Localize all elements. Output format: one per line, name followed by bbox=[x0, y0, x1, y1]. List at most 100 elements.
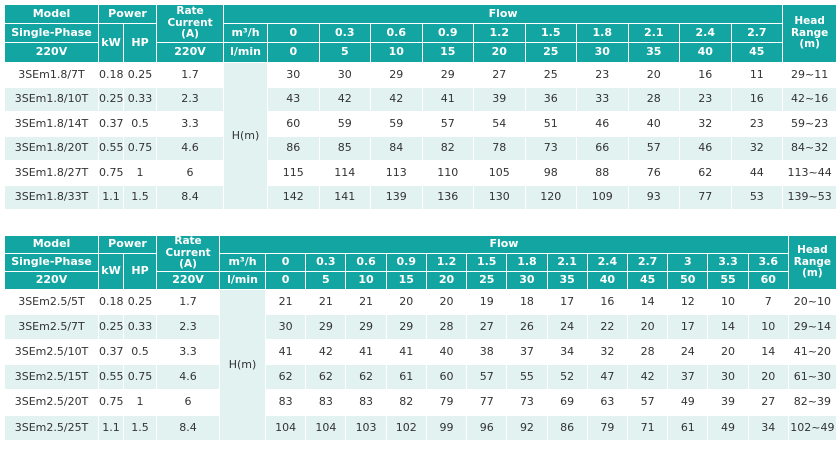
head-range-header-line: (m) bbox=[799, 38, 820, 51]
flow-unit-lmin: l/min bbox=[219, 270, 267, 290]
head-value-cell: 23 bbox=[730, 111, 784, 137]
head-value-cell: 82 bbox=[385, 389, 427, 416]
head-value-cell: 33 bbox=[576, 86, 629, 112]
head-value-cell: 78 bbox=[473, 135, 526, 161]
head-range-cell: 139~53 bbox=[782, 184, 838, 210]
rate-current-header: Rate Current (A) bbox=[156, 235, 221, 272]
head-value-cell: 113 bbox=[370, 160, 423, 186]
head-value-cell: 51 bbox=[524, 111, 578, 137]
head-value-cell: 29 bbox=[421, 62, 475, 88]
kw-cell: 0.18 bbox=[98, 62, 124, 88]
header-row-2: Single-Phase kW HP m³/h 0 0.3 0.6 0.9 1.2 1.5 1.8 2… bbox=[4, 23, 837, 63]
flow-lmin-value: 35 bbox=[546, 270, 588, 290]
head-range-cell: 29~14 bbox=[787, 313, 837, 341]
head-value-cell: 29 bbox=[385, 313, 427, 341]
head-value-cell: 28 bbox=[627, 86, 681, 112]
head-value-cell: 23 bbox=[576, 62, 629, 88]
head-value-cell: 21 bbox=[265, 288, 307, 315]
hp-cell: 0.25 bbox=[122, 288, 158, 315]
header-row-2: Single-Phase kW HP m³/h 0 0.3 0.6 0.9 1.2 1.5 1.8 2… bbox=[4, 253, 837, 290]
head-value-cell: 16 bbox=[730, 86, 784, 112]
model-cell: 3SEm2.5/20T bbox=[4, 389, 99, 416]
head-value-cell: 83 bbox=[305, 389, 347, 416]
head-value-cell: 41 bbox=[421, 86, 475, 112]
spec-table-3sem25: Model Power Rate Current (A) Flow Head Range (m)… bbox=[4, 235, 837, 441]
head-value-cell: 83 bbox=[345, 389, 387, 416]
head-value-cell: 10 bbox=[747, 313, 789, 341]
flow-m3h-value: 1.8 bbox=[506, 253, 548, 272]
head-value-cell: 110 bbox=[421, 160, 475, 186]
head-value-cell: 141 bbox=[318, 184, 372, 210]
head-value-cell: 42 bbox=[370, 86, 423, 112]
head-value-cell: 142 bbox=[267, 184, 320, 210]
voltage-header: 220V bbox=[4, 270, 99, 290]
head-value-cell: 79 bbox=[425, 389, 468, 416]
flow-m3h-value: 2.4 bbox=[586, 253, 628, 272]
head-value-cell: 69 bbox=[546, 389, 588, 416]
flow-lmin-value: 5 bbox=[305, 270, 347, 290]
kw-cell: 0.75 bbox=[98, 160, 124, 186]
current-voltage-header: 220V bbox=[156, 42, 225, 63]
model-cell: 3SEm2.5/15T bbox=[4, 364, 99, 391]
head-value-cell: 82 bbox=[421, 135, 475, 161]
flow-m3h-value: 2.1 bbox=[546, 253, 588, 272]
flow-lmin-value: 40 bbox=[679, 42, 732, 63]
current-cell: 8.4 bbox=[156, 184, 225, 210]
model-cell: 3SEm1.8/27T bbox=[4, 160, 99, 186]
flow-lmin-value: 20 bbox=[473, 42, 526, 63]
flow-lmin-value: 45 bbox=[626, 270, 669, 290]
head-value-cell: 37 bbox=[667, 364, 709, 391]
head-value-cell: 102 bbox=[385, 414, 427, 441]
head-range-cell: 113~44 bbox=[782, 160, 838, 186]
head-value-cell: 105 bbox=[473, 160, 526, 186]
head-value-cell: 7 bbox=[747, 288, 789, 315]
current-cell: 8.4 bbox=[156, 414, 221, 441]
head-value-cell: 29 bbox=[370, 62, 423, 88]
head-value-cell: 16 bbox=[679, 62, 732, 88]
flow-lmin-value: 10 bbox=[345, 270, 387, 290]
hp-header: HP bbox=[122, 23, 158, 63]
table-row: 3SEm2.5/25T 1.1 1.5 8.4 104 104 103 102 99 96 92 86… bbox=[4, 414, 837, 441]
head-value-cell: 39 bbox=[707, 389, 749, 416]
head-range-cell: 102~49 bbox=[787, 414, 837, 441]
flow-lmin-value: 60 bbox=[747, 270, 789, 290]
head-value-cell: 32 bbox=[586, 339, 628, 366]
head-value-cell: 88 bbox=[576, 160, 629, 186]
table-row: 3SEm1.8/14T 0.37 0.5 3.3 60 59 59 57 54 51 46 40 32 2… bbox=[4, 111, 838, 137]
head-value-cell: 120 bbox=[524, 184, 578, 210]
flow-lmin-value: 0 bbox=[267, 42, 320, 63]
flow-m3h-value: 1.2 bbox=[425, 253, 468, 272]
head-value-cell: 26 bbox=[506, 313, 548, 341]
flow-lmin-value: 25 bbox=[466, 270, 508, 290]
head-value-cell: 57 bbox=[626, 389, 669, 416]
head-value-cell: 29 bbox=[345, 313, 387, 341]
table-row: 3SEm1.8/33T 1.1 1.5 8.4 142 141 139 136 130 120 10… bbox=[4, 184, 838, 210]
table-row: 3SEm1.8/20T 0.55 0.75 4.6 86 85 84 82 78 73 66 57 46… bbox=[4, 135, 838, 161]
head-range-cell: 59~23 bbox=[782, 111, 838, 137]
rate-current-header-line: Rate bbox=[174, 235, 202, 247]
hp-header: HP bbox=[122, 253, 158, 290]
head-value-cell: 10 bbox=[707, 288, 749, 315]
current-cell: 6 bbox=[156, 160, 225, 186]
head-value-cell: 41 bbox=[385, 339, 427, 366]
hp-cell: 0.75 bbox=[122, 135, 158, 161]
rate-current-header-line: Rate bbox=[176, 5, 204, 18]
kw-header: kW bbox=[98, 23, 124, 63]
table-row: 3SEm1.8/10T 0.25 0.33 2.3 43 42 42 41 39 36 33 28 23… bbox=[4, 86, 838, 112]
rate-current-header-line: Current bbox=[167, 16, 213, 29]
head-value-cell: 27 bbox=[466, 313, 508, 341]
flow-m3h-value: 3.6 bbox=[747, 253, 789, 272]
head-value-cell: 46 bbox=[576, 111, 629, 137]
single-phase-header: Single-Phase bbox=[4, 23, 99, 43]
flow-lmin-value: 15 bbox=[385, 270, 427, 290]
flow-unit-lmin: l/min bbox=[223, 42, 269, 63]
head-value-cell: 24 bbox=[667, 339, 709, 366]
head-value-cell: 44 bbox=[730, 160, 784, 186]
head-value-cell: 42 bbox=[626, 364, 669, 391]
flow-m3h-value: 3.3 bbox=[707, 253, 749, 272]
head-value-cell: 14 bbox=[747, 339, 789, 366]
head-value-cell: 139 bbox=[370, 184, 423, 210]
kw-cell: 0.25 bbox=[98, 313, 124, 341]
head-value-cell: 99 bbox=[425, 414, 468, 441]
flow-m3h-value: 3 bbox=[667, 253, 709, 272]
